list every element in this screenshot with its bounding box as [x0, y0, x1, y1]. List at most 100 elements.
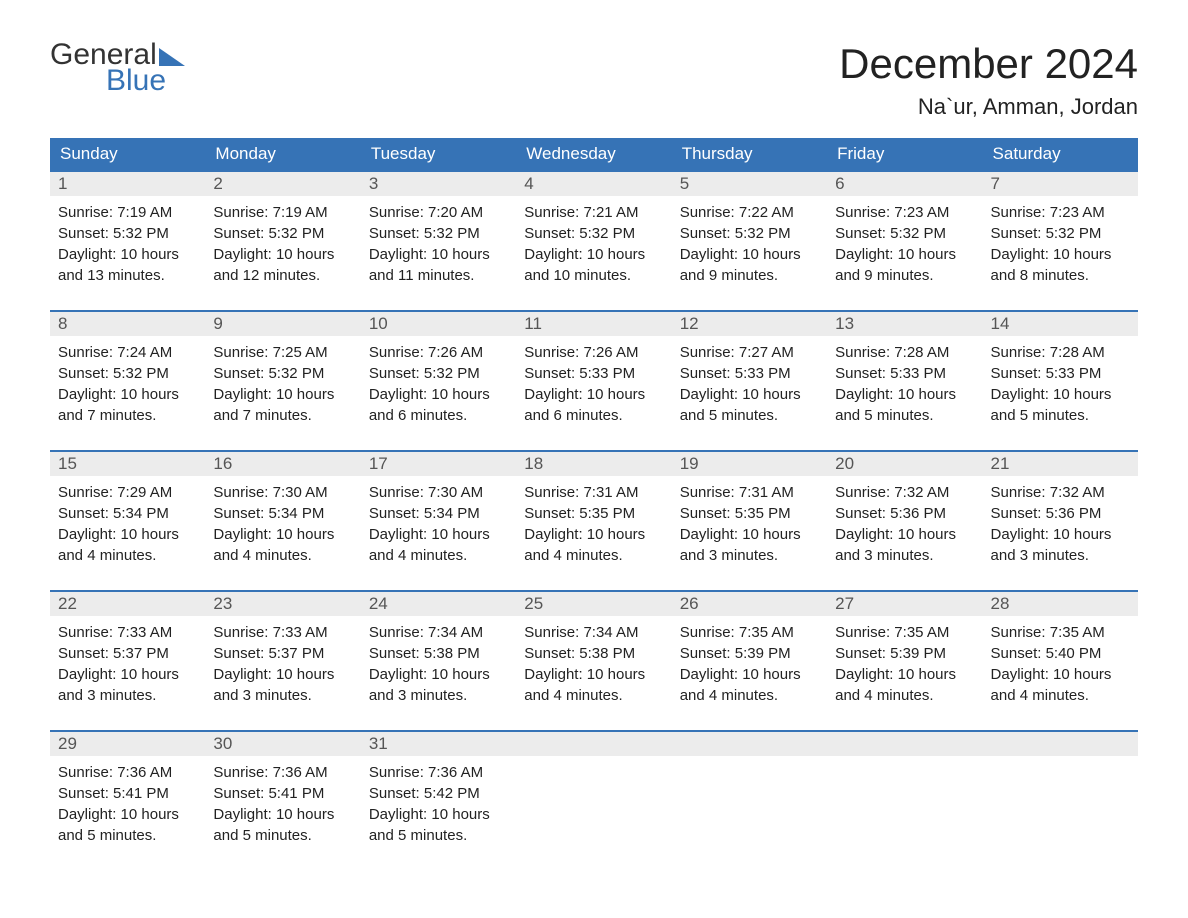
day-body: Sunrise: 7:33 AMSunset: 5:37 PMDaylight:… [205, 616, 360, 730]
day-cell: 10Sunrise: 7:26 AMSunset: 5:32 PMDayligh… [361, 311, 516, 451]
day-number: 28 [983, 592, 1138, 616]
sunrise-text: Sunrise: 7:32 AM [835, 482, 974, 503]
day-number [983, 732, 1138, 756]
daylight-line2: and 3 minutes. [991, 545, 1130, 566]
daylight-line2: and 8 minutes. [991, 265, 1130, 286]
day-body: Sunrise: 7:23 AMSunset: 5:32 PMDaylight:… [983, 196, 1138, 310]
day-body [672, 756, 827, 836]
daylight-line1: Daylight: 10 hours [680, 524, 819, 545]
sunset-text: Sunset: 5:32 PM [58, 223, 197, 244]
day-cell: 20Sunrise: 7:32 AMSunset: 5:36 PMDayligh… [827, 451, 982, 591]
day-cell: 9Sunrise: 7:25 AMSunset: 5:32 PMDaylight… [205, 311, 360, 451]
day-body: Sunrise: 7:34 AMSunset: 5:38 PMDaylight:… [361, 616, 516, 730]
sunrise-text: Sunrise: 7:36 AM [213, 762, 352, 783]
daylight-line2: and 4 minutes. [524, 685, 663, 706]
day-body: Sunrise: 7:32 AMSunset: 5:36 PMDaylight:… [983, 476, 1138, 590]
day-cell: 13Sunrise: 7:28 AMSunset: 5:33 PMDayligh… [827, 311, 982, 451]
day-body: Sunrise: 7:19 AMSunset: 5:32 PMDaylight:… [50, 196, 205, 310]
day-body: Sunrise: 7:28 AMSunset: 5:33 PMDaylight:… [983, 336, 1138, 450]
daylight-line2: and 3 minutes. [680, 545, 819, 566]
day-number [672, 732, 827, 756]
sunset-text: Sunset: 5:35 PM [524, 503, 663, 524]
sunset-text: Sunset: 5:32 PM [369, 223, 508, 244]
daylight-line1: Daylight: 10 hours [58, 244, 197, 265]
day-number: 31 [361, 732, 516, 756]
day-cell [672, 731, 827, 870]
day-body: Sunrise: 7:19 AMSunset: 5:32 PMDaylight:… [205, 196, 360, 310]
col-tuesday: Tuesday [361, 138, 516, 171]
daylight-line2: and 4 minutes. [369, 545, 508, 566]
day-cell: 27Sunrise: 7:35 AMSunset: 5:39 PMDayligh… [827, 591, 982, 731]
daylight-line1: Daylight: 10 hours [213, 384, 352, 405]
sunrise-text: Sunrise: 7:34 AM [369, 622, 508, 643]
sunrise-text: Sunrise: 7:36 AM [369, 762, 508, 783]
day-number: 23 [205, 592, 360, 616]
day-number: 11 [516, 312, 671, 336]
day-number: 15 [50, 452, 205, 476]
sunset-text: Sunset: 5:38 PM [369, 643, 508, 664]
sunrise-text: Sunrise: 7:26 AM [524, 342, 663, 363]
day-number: 19 [672, 452, 827, 476]
day-number: 2 [205, 172, 360, 196]
day-cell: 4Sunrise: 7:21 AMSunset: 5:32 PMDaylight… [516, 171, 671, 311]
day-body: Sunrise: 7:35 AMSunset: 5:39 PMDaylight:… [827, 616, 982, 730]
daylight-line1: Daylight: 10 hours [991, 384, 1130, 405]
sunrise-text: Sunrise: 7:25 AM [213, 342, 352, 363]
daylight-line2: and 5 minutes. [58, 825, 197, 846]
daylight-line1: Daylight: 10 hours [369, 384, 508, 405]
sunrise-text: Sunrise: 7:36 AM [58, 762, 197, 783]
day-number: 7 [983, 172, 1138, 196]
sunrise-text: Sunrise: 7:23 AM [991, 202, 1130, 223]
day-cell: 2Sunrise: 7:19 AMSunset: 5:32 PMDaylight… [205, 171, 360, 311]
sunset-text: Sunset: 5:34 PM [58, 503, 197, 524]
day-body: Sunrise: 7:31 AMSunset: 5:35 PMDaylight:… [672, 476, 827, 590]
triangle-icon [159, 48, 185, 66]
day-body: Sunrise: 7:21 AMSunset: 5:32 PMDaylight:… [516, 196, 671, 310]
sunset-text: Sunset: 5:41 PM [213, 783, 352, 804]
sunrise-text: Sunrise: 7:27 AM [680, 342, 819, 363]
daylight-line2: and 5 minutes. [835, 405, 974, 426]
sunset-text: Sunset: 5:32 PM [835, 223, 974, 244]
sunrise-text: Sunrise: 7:29 AM [58, 482, 197, 503]
day-cell: 16Sunrise: 7:30 AMSunset: 5:34 PMDayligh… [205, 451, 360, 591]
daylight-line2: and 3 minutes. [213, 685, 352, 706]
sunset-text: Sunset: 5:36 PM [991, 503, 1130, 524]
day-cell: 15 Sunrise: 7:29 AMSunset: 5:34 PMDayligh… [50, 451, 205, 591]
sunrise-text: Sunrise: 7:28 AM [835, 342, 974, 363]
daylight-line2: and 3 minutes. [369, 685, 508, 706]
day-body: Sunrise: 7:32 AMSunset: 5:36 PMDaylight:… [827, 476, 982, 590]
daylight-line1: Daylight: 10 hours [524, 384, 663, 405]
day-cell: 19Sunrise: 7:31 AMSunset: 5:35 PMDayligh… [672, 451, 827, 591]
day-body: Sunrise: 7:35 AMSunset: 5:40 PMDaylight:… [983, 616, 1138, 730]
day-cell: 23Sunrise: 7:33 AMSunset: 5:37 PMDayligh… [205, 591, 360, 731]
day-number [827, 732, 982, 756]
day-number: 22 [50, 592, 205, 616]
daylight-line2: and 6 minutes. [524, 405, 663, 426]
sunrise-text: Sunrise: 7:19 AM [58, 202, 197, 223]
col-sunday: Sunday [50, 138, 205, 171]
daylight-line1: Daylight: 10 hours [991, 524, 1130, 545]
sunset-text: Sunset: 5:32 PM [213, 363, 352, 384]
sunset-text: Sunset: 5:37 PM [58, 643, 197, 664]
daylight-line2: and 5 minutes. [213, 825, 352, 846]
daylight-line1: Daylight: 10 hours [213, 524, 352, 545]
sunset-text: Sunset: 5:32 PM [991, 223, 1130, 244]
sunset-text: Sunset: 5:33 PM [524, 363, 663, 384]
day-body: Sunrise: 7:36 AMSunset: 5:41 PMDaylight:… [50, 756, 205, 870]
sunrise-text: Sunrise: 7:35 AM [680, 622, 819, 643]
col-thursday: Thursday [672, 138, 827, 171]
day-body: Sunrise: 7:25 AMSunset: 5:32 PMDaylight:… [205, 336, 360, 450]
sunset-text: Sunset: 5:41 PM [58, 783, 197, 804]
month-title: December 2024 [839, 40, 1138, 88]
sunset-text: Sunset: 5:40 PM [991, 643, 1130, 664]
sunset-text: Sunset: 5:35 PM [680, 503, 819, 524]
sunrise-text: Sunrise: 7:31 AM [680, 482, 819, 503]
day-body: Sunrise: 7:30 AMSunset: 5:34 PMDaylight:… [205, 476, 360, 590]
daylight-line1: Daylight: 10 hours [680, 244, 819, 265]
day-body: Sunrise: 7:27 AMSunset: 5:33 PMDaylight:… [672, 336, 827, 450]
sunrise-text: Sunrise: 7:28 AM [991, 342, 1130, 363]
daylight-line1: Daylight: 10 hours [58, 524, 197, 545]
daylight-line2: and 9 minutes. [680, 265, 819, 286]
day-number: 6 [827, 172, 982, 196]
week-row: 15Sunrise: 7:29 AMSunset: 5:34 PMDayligh… [50, 451, 1138, 591]
